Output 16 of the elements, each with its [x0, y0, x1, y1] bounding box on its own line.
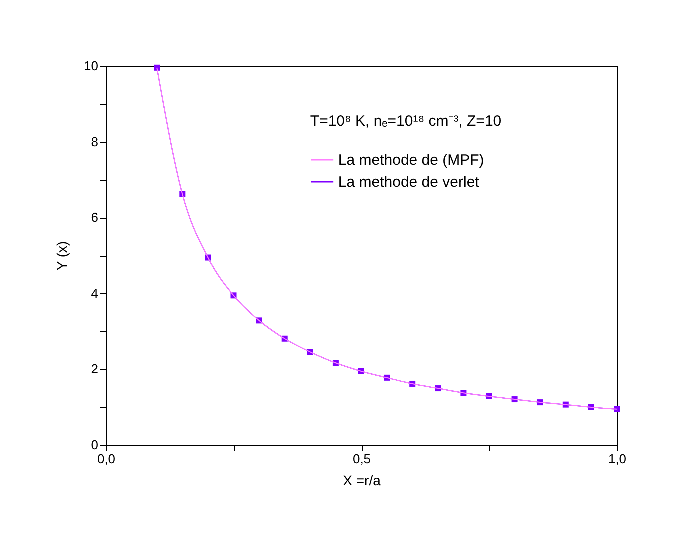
y-tick-label: 0	[91, 438, 98, 452]
y-tick-label: 6	[91, 210, 98, 226]
x-tick-label: 1,0	[608, 452, 627, 466]
y-tick-label: 4	[91, 286, 98, 301]
legend-label: La methode de verlet	[338, 174, 480, 191]
x-tick-label: 0,0	[97, 452, 116, 466]
point	[614, 406, 620, 412]
y-tick-label: 2	[91, 362, 98, 377]
point	[154, 64, 160, 71]
annotation: T=10⁸ K, nₑ=10¹⁸ cm⁻³, Z=10	[310, 113, 502, 130]
y-tick-label: 10	[84, 58, 98, 74]
y-tick-label: 8	[91, 134, 98, 150]
legend-label: La methode de (MPF)	[338, 152, 484, 169]
y-axis-title: Y (x)	[54, 241, 70, 271]
x-tick-label: 0,5	[352, 452, 372, 466]
x-axis-title: X =r/a	[343, 472, 382, 488]
